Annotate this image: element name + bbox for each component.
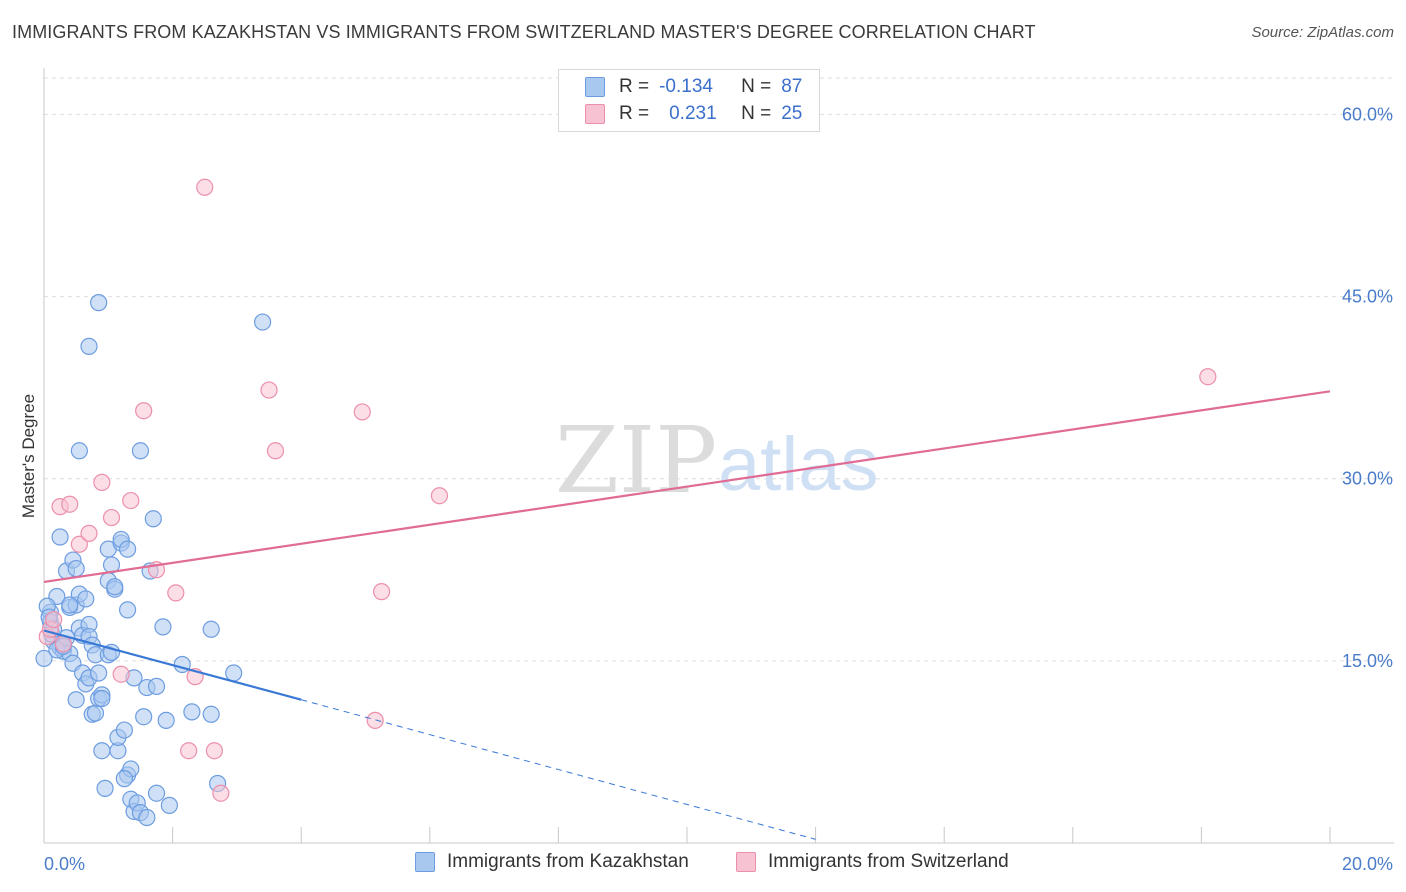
y-axis-title: Master's Degree (19, 394, 38, 518)
correlation-legend: R = -0.134 N = 87 R = 0.231 N = 25 (558, 69, 820, 132)
point-kazakhstan (35, 649, 53, 668)
point-kazakhstan (51, 528, 69, 546)
y-tick-label: 15.0% (1342, 651, 1393, 671)
watermark-atlas: atlas (718, 422, 879, 507)
legend-row-kazakhstan: R = -0.134 N = 87 (585, 75, 802, 99)
point-kazakhstan (115, 721, 133, 739)
point-switzerland (196, 178, 214, 196)
point-kazakhstan (77, 590, 95, 608)
point-kazakhstan (80, 337, 98, 355)
trend-line-kazakhstan (43, 629, 302, 701)
series-label: Immigrants from Kazakhstan (447, 851, 689, 872)
trend-line-kazakhstan-extension (301, 699, 816, 840)
point-kazakhstan (202, 705, 220, 723)
point-switzerland (112, 665, 130, 683)
series-legend: Immigrants from Kazakhstan Immigrants fr… (0, 851, 1406, 877)
point-switzerland (167, 584, 185, 602)
point-switzerland (260, 381, 278, 399)
point-switzerland (61, 495, 79, 513)
legend-n-label: N = (741, 103, 772, 124)
legend-swatch-kazakhstan (585, 77, 605, 97)
point-kazakhstan (61, 596, 79, 614)
chart-title: IMMIGRANTS FROM KAZAKHSTAN VS IMMIGRANTS… (12, 22, 1036, 42)
point-kazakhstan (144, 510, 162, 528)
legend-swatch-switzerland (585, 104, 605, 124)
point-switzerland (70, 535, 88, 553)
point-kazakhstan (96, 779, 114, 797)
x-tick-label-min: 0.0% (44, 854, 85, 874)
series-legend-item-kazakhstan[interactable]: Immigrants from Kazakhstan (415, 851, 689, 873)
point-switzerland (122, 491, 140, 510)
series-swatch-switzerland (736, 852, 756, 872)
source-label: Source: ZipAtlas.com (1251, 24, 1394, 41)
series-label: Immigrants from Switzerland (768, 851, 1009, 872)
point-switzerland (180, 742, 198, 760)
x-tick-label-max: 20.0% (1342, 854, 1393, 874)
point-kazakhstan (202, 620, 220, 638)
point-kazakhstan (118, 601, 137, 619)
point-switzerland (205, 742, 223, 760)
point-kazakhstan (106, 578, 124, 596)
legend-n-value: 25 (781, 103, 803, 124)
point-switzerland (353, 403, 371, 421)
point-kazakhstan (70, 442, 88, 460)
legend-r-label: R = (619, 103, 650, 124)
point-switzerland (366, 711, 384, 729)
y-tick-label: 60.0% (1342, 104, 1393, 124)
y-tick-label: 30.0% (1342, 469, 1393, 489)
point-kazakhstan (154, 618, 172, 636)
point-kazakhstan (135, 708, 153, 726)
point-switzerland (135, 402, 153, 420)
series-legend-item-switzerland[interactable]: Immigrants from Switzerland (736, 851, 1009, 873)
point-kazakhstan (90, 294, 108, 312)
point-switzerland (93, 473, 111, 491)
point-kazakhstan (225, 664, 243, 682)
point-kazakhstan (118, 540, 137, 558)
point-switzerland (80, 524, 98, 542)
point-kazakhstan (147, 677, 166, 695)
point-switzerland (102, 508, 121, 527)
point-switzerland (212, 784, 230, 802)
legend-r-value: 0.231 (669, 103, 717, 124)
point-kazakhstan (147, 784, 166, 802)
point-switzerland (1199, 368, 1217, 386)
point-kazakhstan (90, 664, 108, 682)
point-kazakhstan (93, 689, 111, 708)
trend-lines (43, 390, 1331, 840)
point-kazakhstan (86, 704, 105, 722)
point-switzerland (45, 610, 63, 629)
axes (43, 68, 1394, 844)
data-points (35, 178, 1217, 827)
series-swatch-kazakhstan (415, 852, 435, 872)
legend-row-switzerland: R = 0.231 N = 25 (585, 102, 802, 126)
point-kazakhstan (131, 442, 150, 460)
point-kazakhstan (93, 742, 111, 760)
point-kazakhstan (254, 313, 272, 331)
legend-r-value: -0.134 (659, 76, 713, 97)
point-switzerland (372, 583, 391, 601)
watermark-zip: ZIP (555, 407, 717, 514)
point-kazakhstan (138, 808, 156, 827)
trend-line-switzerland (43, 390, 1331, 584)
gridlines (44, 77, 1394, 662)
point-switzerland (430, 487, 449, 505)
watermark: ZIP atlas (555, 407, 879, 514)
point-kazakhstan (115, 770, 133, 788)
point-switzerland (266, 442, 285, 460)
point-kazakhstan (160, 796, 178, 814)
point-kazakhstan (67, 691, 85, 709)
tick-labels: 15.0% 30.0% 45.0% 60.0% (1342, 104, 1393, 670)
legend-n-value: 87 (781, 76, 803, 97)
y-tick-label: 45.0% (1342, 287, 1393, 307)
legend-n-label: N = (741, 76, 772, 97)
point-kazakhstan (67, 559, 85, 578)
point-kazakhstan (157, 711, 175, 729)
point-kazakhstan (183, 703, 201, 721)
legend-r-label: R = (619, 76, 650, 97)
